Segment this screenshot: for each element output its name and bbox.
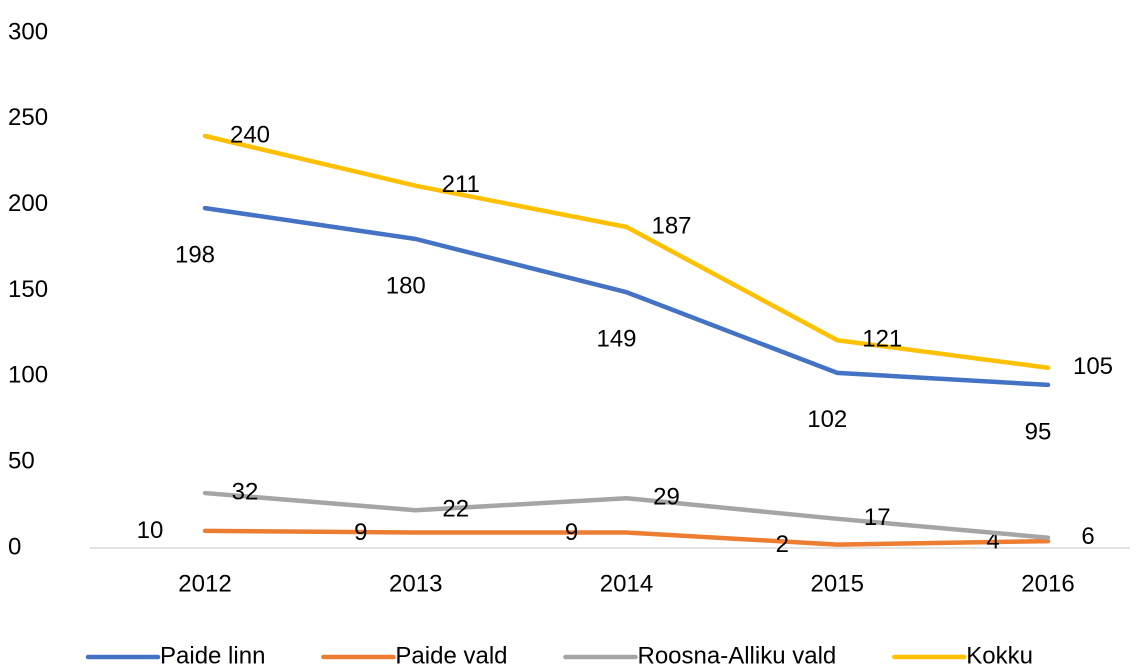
data-label: 102 [807, 406, 847, 433]
y-tick-label: 150 [8, 276, 48, 303]
y-tick-label: 50 [8, 448, 35, 475]
line [202, 528, 1051, 547]
data-label: 32 [232, 478, 259, 505]
x-tick-label: 2016 [1021, 570, 1074, 597]
legend-label: Paide linn [160, 642, 265, 669]
legend-label: Paide vald [395, 642, 507, 669]
data-label: 10 [137, 517, 164, 544]
data-label: 2 [776, 531, 789, 558]
y-tick-label: 300 [8, 18, 48, 45]
y-tick-label: 200 [8, 190, 48, 217]
data-label: 198 [175, 241, 215, 268]
data-label: 187 [651, 212, 691, 239]
x-tick-label: 2012 [178, 570, 231, 597]
legend-label: Kokku [966, 642, 1033, 669]
y-tick-label: 250 [8, 104, 48, 131]
line [202, 133, 1051, 370]
data-label: 121 [862, 326, 902, 353]
y-tick-label: 0 [8, 533, 21, 560]
data-label: 180 [386, 272, 426, 299]
x-tick-label: 2015 [811, 570, 864, 597]
x-tick-label: 2014 [600, 570, 653, 597]
data-label: 149 [596, 326, 636, 353]
legend-label: Roosna-Alliku vald [638, 642, 837, 669]
x-tick-label: 2013 [389, 570, 442, 597]
data-label: 211 [442, 171, 480, 198]
data-label: 105 [1073, 353, 1113, 380]
data-label: 6 [1081, 523, 1094, 550]
data-label: 17 [864, 504, 891, 531]
data-label: 9 [565, 519, 578, 546]
data-label: 29 [653, 484, 680, 511]
data-label: 95 [1025, 418, 1052, 445]
y-tick-label: 100 [8, 362, 48, 389]
data-label: 9 [354, 519, 367, 546]
line [202, 205, 1051, 388]
data-label: 22 [442, 496, 469, 523]
data-label: 240 [230, 121, 270, 148]
line [202, 490, 1051, 540]
